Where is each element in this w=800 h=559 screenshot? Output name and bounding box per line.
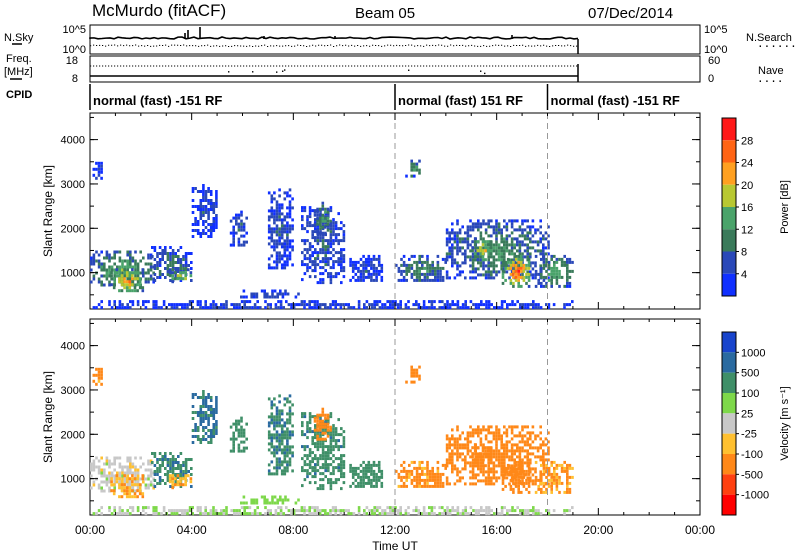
range-tick-label: 2000 [61,223,85,235]
time-axis-label: Time UT [372,539,418,553]
power-colorbar-swatch [722,140,736,163]
nsky-series [89,36,579,40]
nave-label: Nave [758,65,784,77]
power-colorbar-tick: 24 [741,158,753,170]
station-title: McMurdo (fitACF) [92,1,226,20]
nsearch-tick-label: 10^0 [704,44,728,56]
nsky-tick-label: 10^0 [62,44,86,56]
nsearch-series [90,44,578,47]
freq-label: Freq. [6,53,32,65]
range-tick-label: 4000 [61,135,85,147]
velocity-colorbar-swatch [722,474,736,495]
power-colorbar-tick: 16 [741,202,753,214]
power-colorbar-swatch [722,273,736,296]
velocity-colorbar-tick: -25 [741,429,757,441]
freq-tick-label: 18 [66,55,78,67]
velocity-colorbar-swatch [722,352,736,373]
power-colorbar-swatch [722,184,736,207]
nave-tick-label: 60 [708,55,720,67]
velocity-colorbar-swatch [722,413,736,434]
range-tick-label: 4000 [61,341,85,353]
freq-panel-frame [89,55,701,83]
velocity-colorbar-swatch [722,372,736,393]
power-colorbar-tick: 20 [741,180,753,192]
velocity-colorbar-swatch [722,433,736,454]
nsearch-tick-label: 10^5 [704,24,728,36]
velocity-colorbar-swatch [722,494,736,515]
svg-text:......: ...... [757,37,797,50]
power-colorbar-tick: 4 [741,269,747,281]
power-colorbar-swatch [722,229,736,252]
range-tick-label: 3000 [61,179,85,191]
nsky-tick-label: 10^5 [62,24,86,36]
velocity-colorbar-swatch [722,332,736,353]
power-colorbar-tick: 28 [741,135,753,147]
velocity-colorbar-tick: 1000 [741,347,765,359]
power-echo-cells [90,159,574,310]
date-title: 07/Dec/2014 [588,5,673,22]
nsky-label: N.Sky [4,32,34,44]
velocity-colorbar-tick: -500 [741,469,763,481]
power-colorbar-label: Power [dB] [779,180,791,234]
time-tick-label: 00:00 [685,523,715,537]
freq-tick-label: 8 [72,73,78,85]
time-tick-label: 20:00 [583,523,613,537]
nsearch-label: N.Search [746,32,792,44]
range-axis-label: Slant Range [km] [41,165,55,257]
time-tick-label: 00:00 [75,523,105,537]
velocity-colorbar-tick: 500 [741,368,759,380]
power-colorbar-tick: 8 [741,247,747,259]
velocity-colorbar-tick: 100 [741,388,759,400]
time-tick-label: 16:00 [482,523,512,537]
range-tick-label: 3000 [61,385,85,397]
freq-unit-label: [MHz] [4,66,33,78]
range-tick-label: 1000 [61,268,85,280]
time-tick-label: 12:00 [380,523,410,537]
velocity-echo-cells [90,365,574,516]
range-tick-label: 2000 [61,429,85,441]
cpid-segment-label: normal (fast) 151 RF [398,93,523,108]
power-colorbar-swatch [722,118,736,141]
cpid-segment-label: normal (fast) -151 RF [551,93,680,108]
nsky-panel-frame [89,24,701,55]
time-tick-label: 04:00 [177,523,207,537]
velocity-colorbar-tick: -1000 [741,490,769,502]
nave-tick-label: 0 [708,73,714,85]
beam-title: Beam 05 [355,5,415,22]
power-colorbar-swatch [722,162,736,185]
velocity-colorbar-tick: 25 [741,408,753,420]
cpid-label: CPID [6,89,32,101]
power-colorbar-tick: 12 [741,224,753,236]
svg-text:....: .... [757,72,784,85]
time-tick-label: 08:00 [278,523,308,537]
velocity-colorbar-label: Velocity [m s⁻¹] [779,386,791,460]
velocity-colorbar-swatch [722,454,736,475]
power-colorbar-swatch [722,207,736,230]
range-axis-label: Slant Range [km] [41,371,55,463]
velocity-colorbar-tick: -100 [741,449,763,461]
power-colorbar-swatch [722,251,736,274]
range-tick-label: 1000 [61,474,85,486]
velocity-colorbar-swatch [722,393,736,414]
cpid-segment-label: normal (fast) -151 RF [93,93,222,108]
